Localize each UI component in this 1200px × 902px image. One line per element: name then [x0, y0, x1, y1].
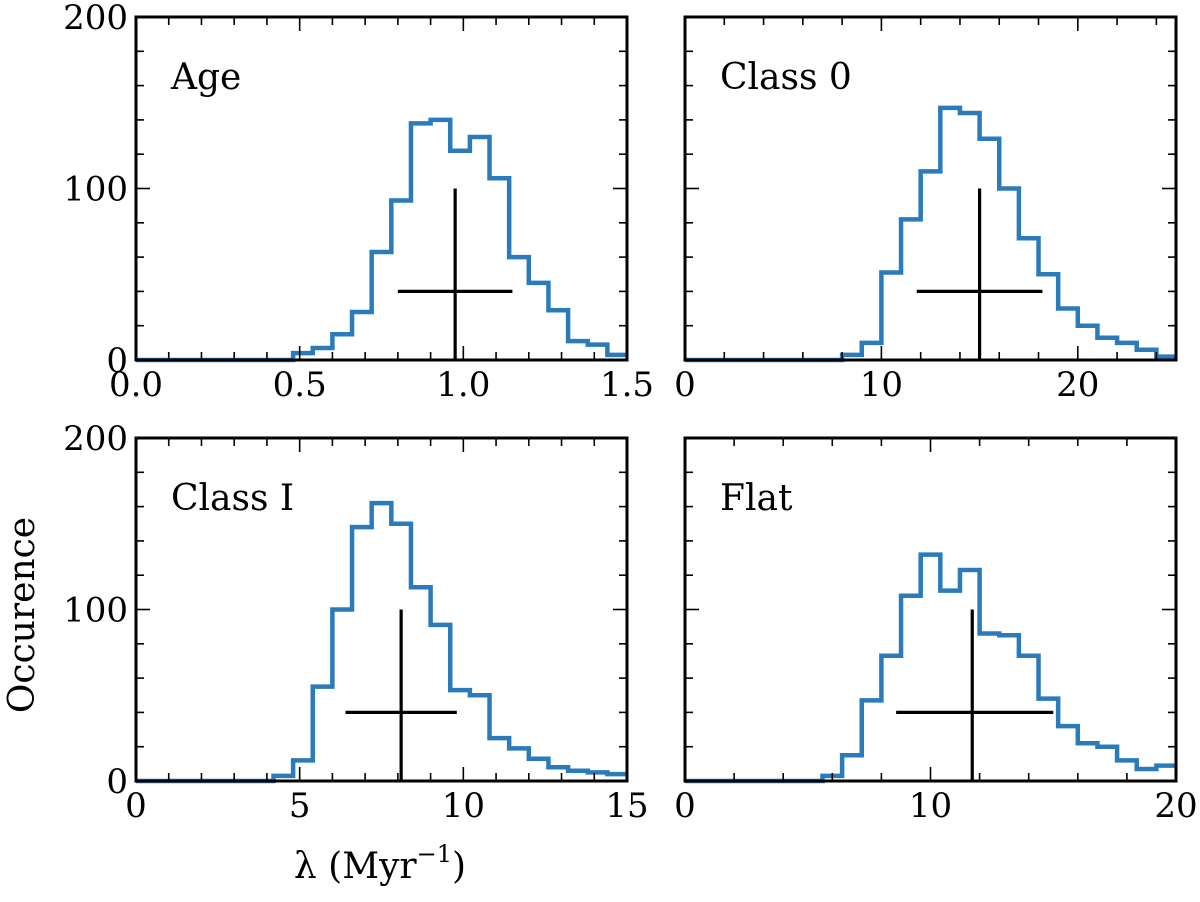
histogram-bin: [391, 201, 411, 360]
histogram-bin: [332, 610, 352, 782]
histogram-bin: [529, 283, 549, 360]
histogram-bin: [1039, 274, 1059, 360]
axes-frame: [683, 15, 1178, 362]
x-tick-label: 20: [1154, 786, 1197, 826]
histogram-bin: [980, 634, 1000, 781]
histogram-bin: [1019, 238, 1039, 360]
histogram-bin: [411, 123, 431, 360]
histogram-bin: [411, 587, 431, 781]
histogram-bin: [568, 771, 588, 781]
histogram-bin: [1058, 309, 1078, 360]
panel-class-i: 0 5 10 15 0 100 200 Class I: [63, 419, 649, 826]
panel-flat: 0 10 20 Flat: [674, 436, 1198, 826]
histogram-bin: [568, 341, 588, 360]
histogram-bin: [1097, 338, 1117, 360]
histogram-bin: [842, 755, 862, 781]
y-tick-label: 0: [106, 762, 128, 802]
histogram-bin: [960, 113, 980, 360]
panel-label: Class I: [171, 478, 294, 519]
x-tick-label: 0: [674, 786, 696, 826]
x-tick-label: 15: [605, 786, 648, 826]
histogram-bin: [470, 137, 490, 360]
histogram-bin: [1137, 350, 1157, 360]
histogram-bin: [332, 334, 352, 360]
histogram-bin: [352, 527, 372, 781]
panel-class-0: 0 10 20 Class 0: [674, 15, 1178, 405]
panel-age: 0.0 0.5 1.0 1.5 0 100 200 Age: [63, 0, 654, 405]
histogram-bin: [881, 273, 901, 360]
x-axis-title: λ (Myr−1): [294, 840, 466, 887]
histogram-bin: [431, 120, 451, 360]
y-tick-label: 0: [106, 341, 128, 381]
histogram-bin: [313, 348, 333, 360]
axes-frame: [683, 436, 1178, 783]
x-tick-label: 0.5: [273, 365, 327, 405]
y-tick-label: 200: [63, 0, 128, 38]
histogram-bin: [1137, 769, 1157, 781]
histogram-bin: [881, 656, 901, 781]
histogram-bin: [1117, 343, 1137, 360]
y-tick-label: 200: [63, 419, 128, 459]
x-tick-label: 20: [1056, 365, 1099, 405]
histogram-bin: [352, 312, 372, 360]
histogram-bin: [1078, 743, 1098, 781]
x-tick-label: 0.0: [109, 365, 163, 405]
x-tick-label: 0: [674, 365, 696, 405]
x-tick-label: 10: [909, 786, 952, 826]
panel-label: Flat: [720, 478, 793, 519]
y-tick-label: 100: [63, 170, 128, 210]
histogram-bin: [509, 748, 529, 781]
x-tick-label: 0: [125, 786, 147, 826]
histogram-bin: [372, 503, 392, 781]
histogram-bin: [548, 310, 568, 360]
x-tick-label: 10: [860, 365, 903, 405]
axes-frame: [134, 15, 629, 362]
histogram-bin: [490, 178, 510, 360]
histogram-bin: [999, 189, 1019, 361]
histogram-bin: [980, 139, 1000, 360]
histogram-bin: [490, 738, 510, 781]
y-axis-title: Occurence: [2, 517, 43, 713]
histogram-bin: [1078, 326, 1098, 360]
histogram-bin: [1019, 656, 1039, 781]
histogram-bin: [940, 591, 960, 781]
axes-frame: [134, 436, 629, 783]
histogram-bin: [999, 635, 1019, 781]
histogram-bin: [509, 257, 529, 360]
histogram-bin: [529, 759, 549, 781]
histogram-bin: [548, 767, 568, 781]
histogram-bin: [470, 695, 490, 781]
histogram-bin: [921, 555, 941, 781]
x-tick-label: 5: [289, 786, 311, 826]
histogram-bin: [431, 625, 451, 781]
histogram-bin: [450, 690, 470, 781]
histogram-bin: [293, 760, 313, 781]
histogram-bin: [862, 343, 882, 360]
panel-label: Age: [170, 57, 241, 98]
x-tick-label: 1.0: [436, 365, 490, 405]
histogram-bin: [313, 687, 333, 781]
panel-label: Class 0: [720, 57, 852, 98]
histogram-bin: [862, 700, 882, 781]
histogram-bin: [1156, 766, 1176, 781]
histogram-bin: [588, 345, 608, 360]
y-tick-label: 100: [63, 591, 128, 631]
histogram-bin: [372, 252, 392, 360]
histogram-bin: [901, 219, 921, 360]
histogram-bin: [940, 108, 960, 360]
histogram-bin: [960, 570, 980, 781]
histogram-bin: [921, 171, 941, 360]
histogram-bin: [1097, 747, 1117, 781]
histogram-bin: [450, 151, 470, 360]
histogram-bin: [901, 596, 921, 781]
histogram-bin: [1058, 726, 1078, 781]
x-tick-label: 1.5: [600, 365, 654, 405]
x-tick-label: 10: [442, 786, 485, 826]
